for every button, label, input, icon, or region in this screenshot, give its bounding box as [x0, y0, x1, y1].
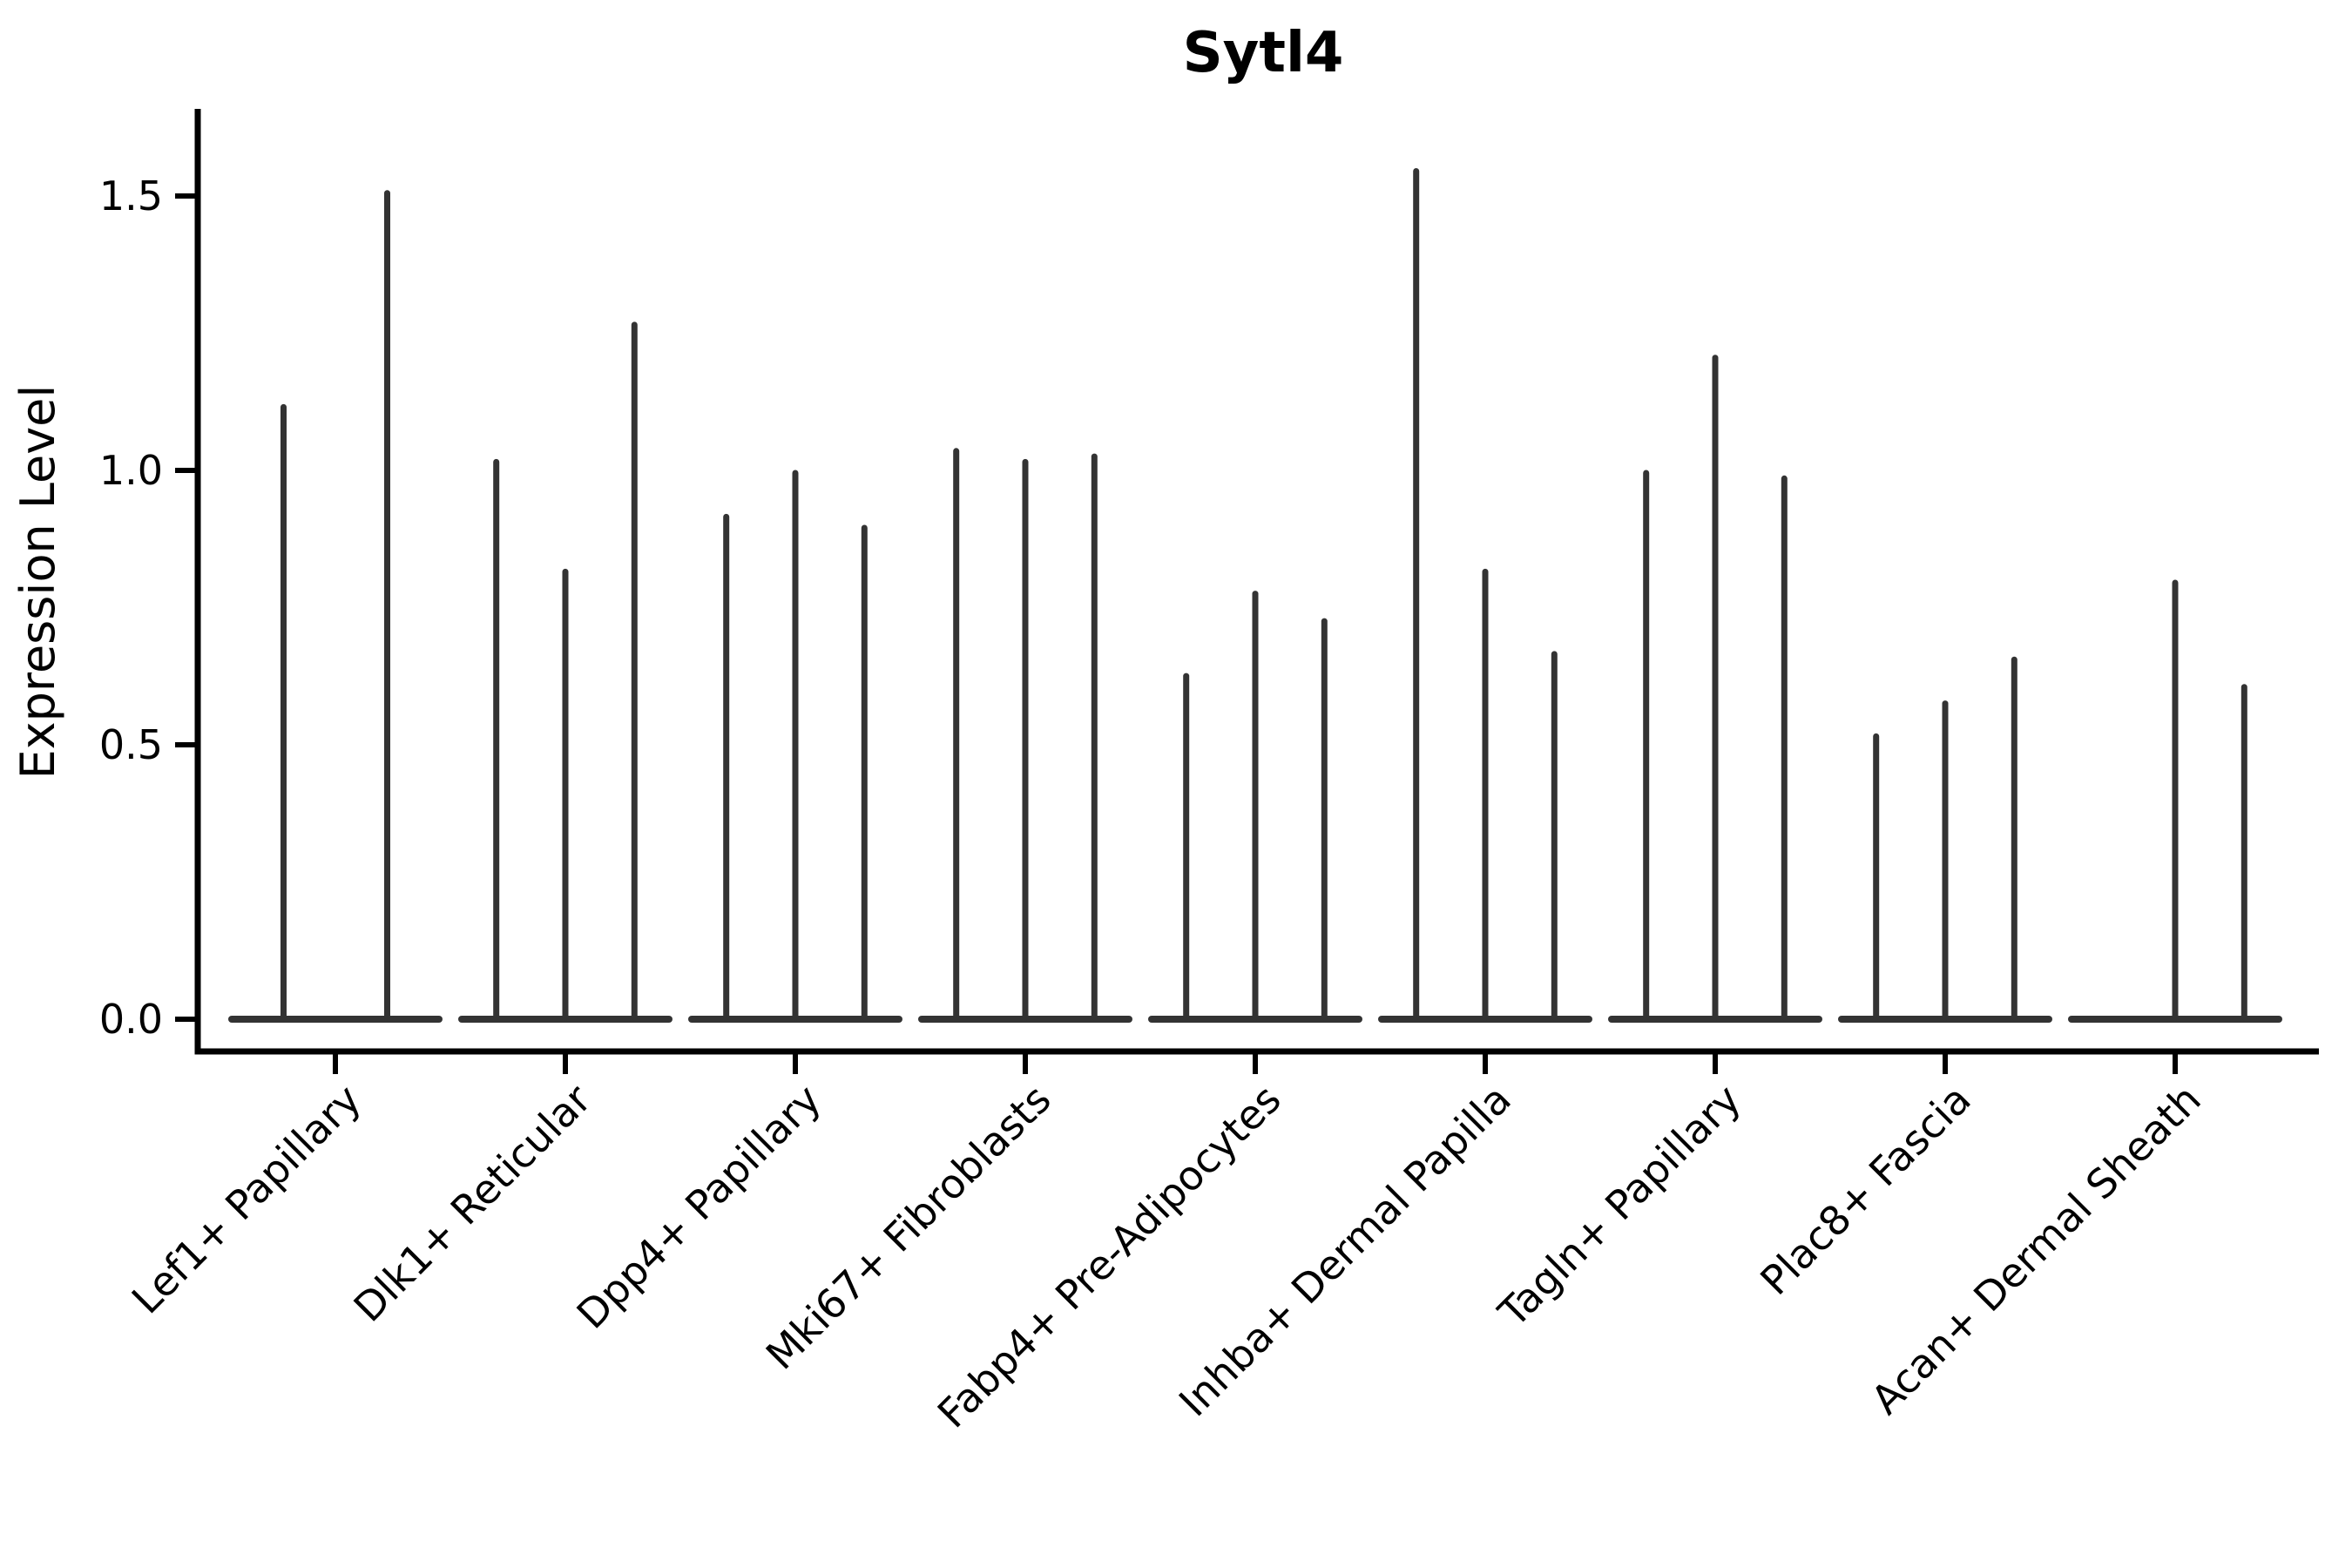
chart-title: Sytl4	[1183, 21, 1344, 85]
y-tick-label: 1.0	[99, 447, 163, 494]
y-tick-label: 0.5	[99, 721, 163, 768]
x-tick-label: Dlk1+ Reticular	[345, 1076, 600, 1331]
x-tick-label: Tagln+ Papillary	[1489, 1076, 1750, 1337]
x-tick-label: Plac8+ Fascia	[1751, 1076, 1979, 1304]
y-tick-label: 1.5	[99, 172, 163, 220]
x-tick-label: Dpp4+ Papillary	[568, 1076, 830, 1338]
x-tick-label: Lef1+ Papillary	[123, 1076, 370, 1323]
y-tick-label: 0.0	[99, 996, 163, 1043]
y-axis-label: Expression Level	[10, 385, 65, 780]
